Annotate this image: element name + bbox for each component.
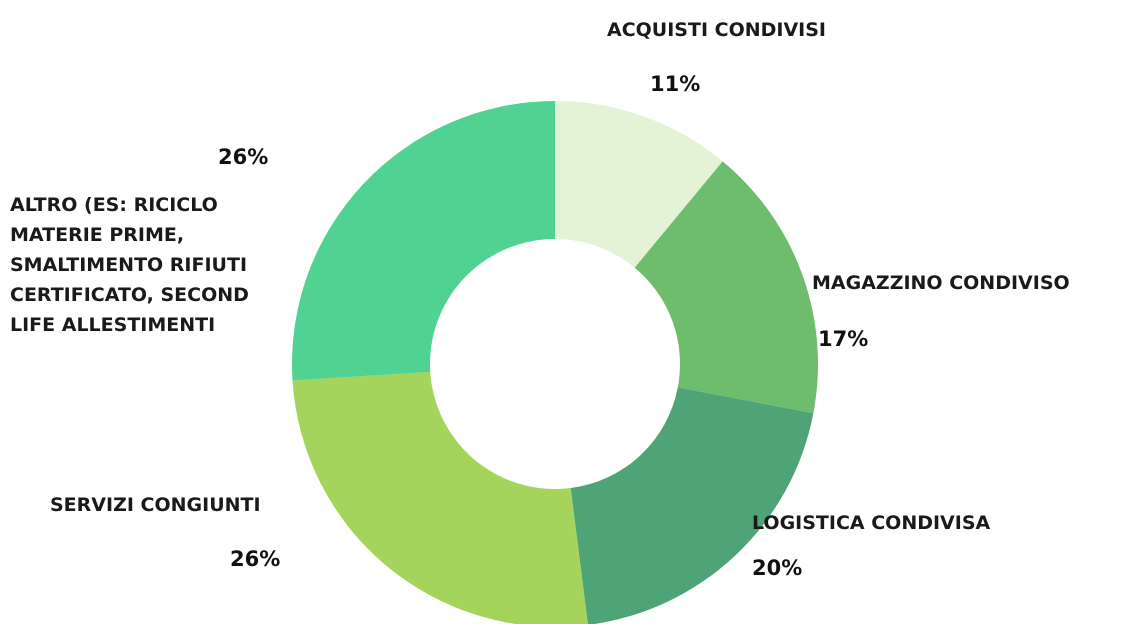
category-label: ALTRO (ES: RICICLO MATERIE PRIME, SMALTI… [10, 190, 295, 340]
category-label: LOGISTICA CONDIVISA [752, 508, 1072, 538]
value-label: 11% [650, 72, 700, 96]
donut-segment [292, 101, 555, 381]
value-label: 26% [218, 145, 268, 169]
donut-segment [571, 387, 814, 624]
page: {"chart_data": {"type": "donut", "catego… [0, 0, 1142, 624]
value-label: 17% [818, 327, 868, 351]
category-label: ACQUISTI CONDIVISI [607, 15, 907, 45]
value-label: 26% [230, 547, 280, 571]
category-label: SERVIZI CONGIUNTI [50, 490, 350, 520]
value-label: 20% [752, 556, 802, 580]
category-label: MAGAZZINO CONDIVISO [812, 268, 1142, 298]
